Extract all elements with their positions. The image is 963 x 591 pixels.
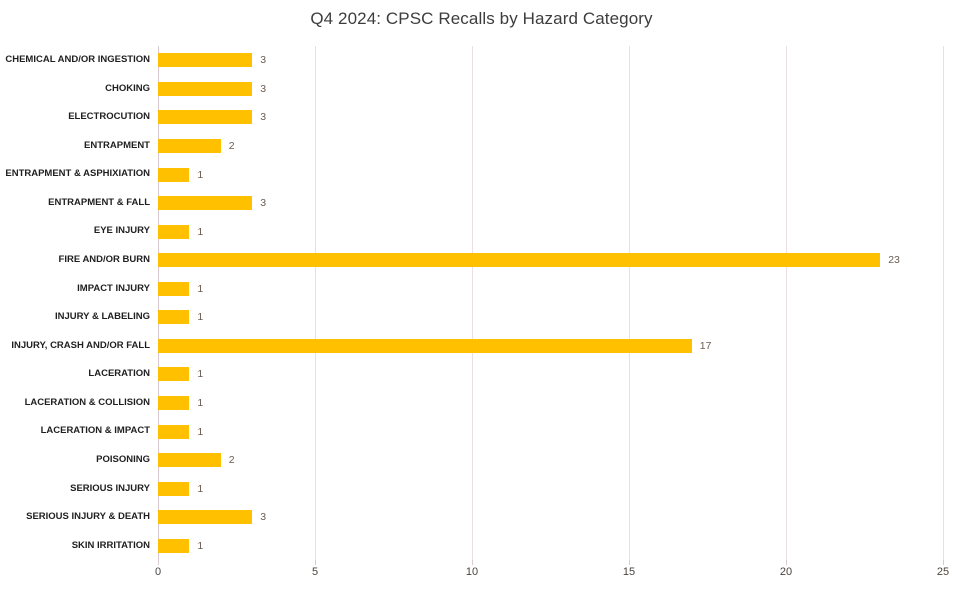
bar-row: 1 [158, 303, 943, 332]
bar [158, 310, 190, 325]
plot-area: 3 3 3 2 1 3 1 23 1 1 17 1 1 1 2 1 3 1 [158, 46, 944, 560]
category-label: SERIOUS INJURY & DEATH [26, 511, 150, 523]
category-label: ELECTROCUTION [68, 111, 150, 123]
bar [158, 396, 190, 411]
value-label: 1 [197, 368, 204, 381]
gridline [943, 46, 944, 560]
value-label: 2 [228, 454, 235, 467]
bar-row: 3 [158, 103, 943, 132]
category-label: IMPACT INJURY [77, 282, 150, 294]
bar-row: 1 [158, 160, 943, 189]
bar-row: 2 [158, 132, 943, 161]
bar-row: 17 [158, 332, 943, 361]
value-label: 17 [699, 339, 712, 352]
x-axis-tick-label: 0 [154, 566, 162, 578]
value-label: 2 [228, 139, 235, 152]
value-label: 1 [197, 397, 204, 410]
x-axis-tick [943, 560, 944, 565]
bar-row: 2 [158, 446, 943, 475]
bar-row: 1 [158, 389, 943, 418]
category-label: LACERATION & IMPACT [40, 425, 150, 437]
x-axis-tick-label: 25 [936, 566, 950, 578]
bar [158, 138, 221, 153]
x-axis-tick [472, 560, 473, 565]
bar [158, 538, 190, 553]
bar-row: 23 [158, 246, 943, 275]
bar [158, 81, 253, 96]
bars-group: 3 3 3 2 1 3 1 23 1 1 17 1 1 1 2 1 3 1 [158, 46, 943, 560]
bar [158, 481, 190, 496]
value-label: 3 [260, 511, 267, 524]
bar [158, 53, 253, 68]
value-label: 1 [197, 539, 204, 552]
category-label: CHEMICAL AND/OR INGESTION [5, 54, 150, 66]
category-label: CHOKING [105, 82, 150, 94]
gridline [786, 46, 787, 560]
x-axis-tick-label: 15 [622, 566, 636, 578]
category-label: EYE INJURY [93, 225, 150, 237]
value-label: 23 [888, 254, 900, 267]
gridline [315, 46, 316, 560]
bar [158, 281, 190, 296]
bar [158, 510, 253, 525]
value-label: 1 [197, 168, 204, 181]
bar-row: 1 [158, 360, 943, 389]
category-label: LACERATION & COLLISION [24, 396, 150, 408]
value-label: 1 [197, 311, 204, 324]
x-axis-tick [629, 560, 630, 565]
x-axis-tick [315, 560, 316, 565]
value-axis-zero-line [158, 46, 159, 560]
value-label: 1 [197, 425, 204, 438]
category-label: ENTRAPMENT [84, 139, 150, 151]
bar [158, 453, 221, 468]
category-label: POISONING [96, 453, 150, 465]
bar-row: 1 [158, 275, 943, 304]
x-axis-tick-label: 10 [465, 566, 479, 578]
bar [158, 110, 253, 125]
category-label: SKIN IRRITATION [71, 539, 150, 551]
category-label: FIRE AND/OR BURN [58, 254, 150, 265]
bar [158, 367, 190, 382]
bar [158, 338, 692, 353]
bar-row: 1 [158, 217, 943, 246]
bar-row: 3 [158, 46, 943, 75]
value-label: 1 [197, 482, 204, 495]
bar-row: 1 [158, 474, 943, 503]
x-axis-tick [158, 560, 159, 565]
value-label: 1 [197, 282, 204, 295]
category-label: ENTRAPMENT & ASPHIXIATION [5, 168, 150, 180]
category-label: INJURY & LABELING [54, 311, 150, 323]
category-axis: CHEMICAL AND/OR INGESTION CHOKING ELECTROC… [0, 46, 150, 560]
gridline [629, 46, 630, 560]
gridline [472, 46, 473, 560]
bar-row: 1 [158, 417, 943, 446]
value-label: 3 [260, 197, 267, 210]
bar [158, 196, 253, 211]
category-label: ENTRAPMENT & FALL [48, 196, 150, 208]
bar [158, 224, 190, 239]
category-label: LACERATION [88, 368, 150, 380]
category-label: SERIOUS INJURY [70, 482, 150, 494]
bar [158, 167, 190, 182]
bar [158, 253, 881, 268]
category-label: INJURY, CRASH AND/OR FALL [11, 339, 150, 351]
chart-title: Q4 2024: CPSC Recalls by Hazard Category [310, 9, 653, 28]
bar-row: 3 [158, 75, 943, 104]
x-axis-tick-label: 20 [779, 566, 793, 578]
bar [158, 424, 190, 439]
x-axis-tick [786, 560, 787, 565]
bar-row: 3 [158, 503, 943, 532]
value-label: 3 [260, 54, 267, 67]
x-axis-tick-label: 5 [311, 566, 319, 578]
bar-row: 3 [158, 189, 943, 218]
value-label: 1 [197, 225, 204, 238]
bar-row: 1 [158, 532, 943, 561]
value-label: 3 [260, 111, 267, 124]
value-label: 3 [260, 82, 267, 95]
